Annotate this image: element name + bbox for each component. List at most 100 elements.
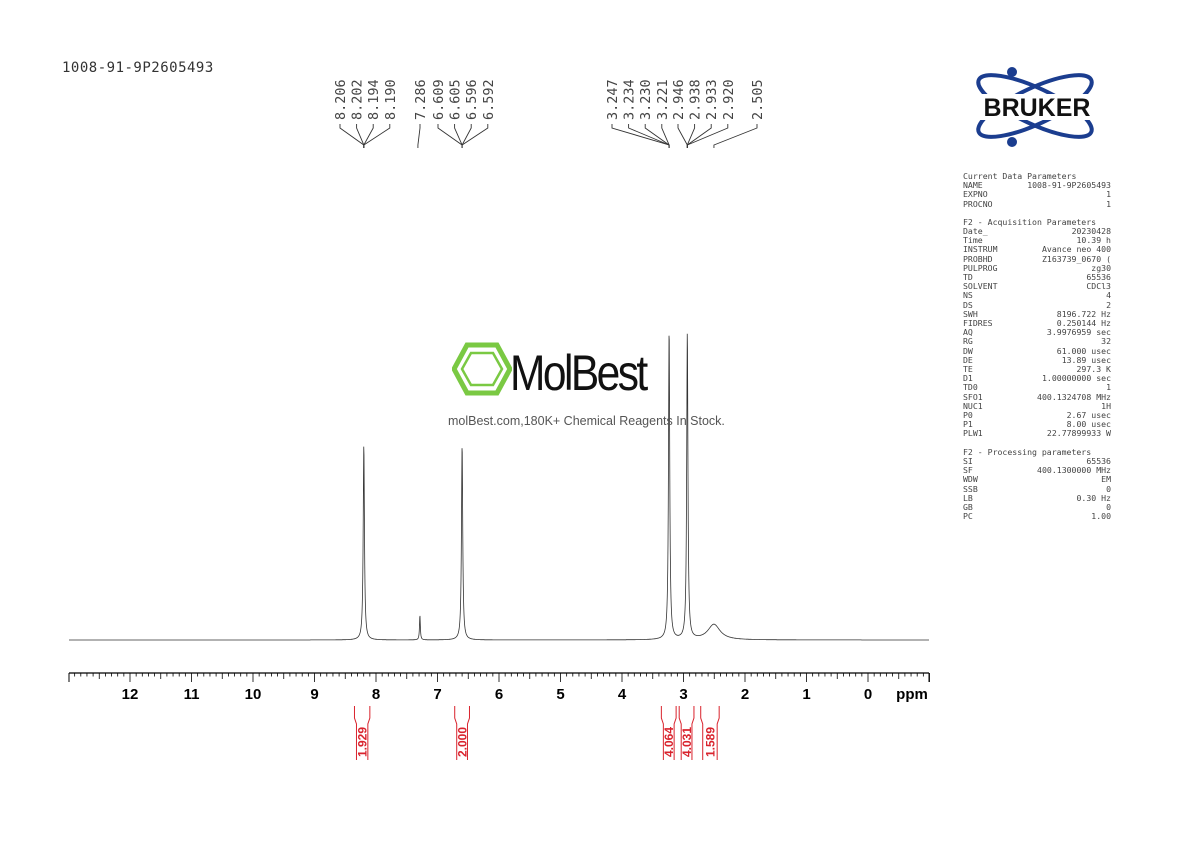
parameter-key: PROCNO xyxy=(963,198,993,209)
parameter-value: CDCl3 xyxy=(1086,281,1111,292)
x-tick-label: 2 xyxy=(741,686,749,703)
parameter-key: TD0 xyxy=(963,382,978,393)
peak-label-connector xyxy=(686,124,729,148)
parameter-value: 1 xyxy=(1106,189,1111,200)
integral-bracket xyxy=(660,706,664,760)
parameter-value: 2 xyxy=(1106,299,1111,310)
parameter-key: PULPROG xyxy=(963,262,998,273)
parameter-row: AQ 3.9976959 sec xyxy=(963,328,1111,337)
parameter-row: TD 65536 xyxy=(963,272,1111,283)
parameter-key: D1 xyxy=(963,373,973,384)
parameter-key: NUC1 xyxy=(963,400,983,411)
parameter-value: 1.00 xyxy=(1091,511,1111,522)
parameter-value: 22.77899933 W xyxy=(1046,428,1111,439)
parameter-key: SI xyxy=(963,455,973,466)
integral-bracket xyxy=(716,706,720,760)
parameter-key: SWH xyxy=(963,308,978,319)
peak-label-connector xyxy=(417,124,421,148)
parameter-row: SI 65536 xyxy=(963,455,1111,466)
parameter-row: GB 0 xyxy=(963,501,1111,512)
parameter-value: 13.89 usec xyxy=(1061,354,1111,365)
parameter-row: TD0 1 xyxy=(963,383,1111,392)
integral-bracket xyxy=(367,706,371,760)
parameter-value: 3.9976959 sec xyxy=(1046,327,1111,338)
parameter-key: NS xyxy=(963,290,973,301)
molbest-watermark: MolBest molBest.com,180K+ Chemical Reage… xyxy=(448,342,748,437)
parameter-value: 10.39 h xyxy=(1076,235,1111,246)
parameter-key: DW xyxy=(963,345,973,356)
peak-label-connector xyxy=(363,124,391,148)
peak-label: 3.234 xyxy=(622,79,638,120)
parameter-row: SOLVENT CDCl3 xyxy=(963,282,1111,291)
parameter-row: PROBHD Z163739_0670 ( xyxy=(963,253,1111,264)
parameter-key: WDW xyxy=(963,474,978,485)
parameter-value: 400.1324708 MHz xyxy=(1037,391,1111,402)
parameter-row: INSTRUM Avance neo 400 xyxy=(963,245,1111,254)
parameter-value: 4 xyxy=(1106,290,1111,301)
x-tick-label: 10 xyxy=(245,686,262,703)
parameter-key: DS xyxy=(963,299,973,310)
parameter-value: 297.3 K xyxy=(1076,364,1111,375)
integral-bracket xyxy=(691,706,695,760)
parameter-section-header: F2 - Processing parameters xyxy=(963,446,1092,457)
parameter-key: FIDRES xyxy=(963,318,993,329)
parameter-value: 1.00000000 sec xyxy=(1041,373,1111,384)
x-tick-label: 12 xyxy=(122,686,139,703)
peak-label: 2.505 xyxy=(750,79,766,120)
parameter-value: 1 xyxy=(1106,382,1111,393)
parameter-key: SSB xyxy=(963,483,978,494)
parameter-section-header: Current Data Parameters xyxy=(963,171,1077,181)
parameter-key: PC xyxy=(963,511,973,522)
parameter-row: EXPNO 1 xyxy=(963,190,1111,199)
x-tick-label: 1 xyxy=(802,686,810,703)
parameter-value: 65536 xyxy=(1086,455,1111,466)
integral-bracket xyxy=(454,706,458,760)
parameter-key: P0 xyxy=(963,410,973,421)
parameter-key: TD xyxy=(963,272,973,283)
parameter-row: DE 13.89 usec xyxy=(963,354,1111,365)
parameter-key: PROBHD xyxy=(963,253,993,264)
parameter-key: SFO1 xyxy=(963,391,983,402)
parameter-key: Time xyxy=(963,235,983,246)
parameter-value: zg30 xyxy=(1091,262,1111,273)
parameter-key: SF xyxy=(963,465,973,476)
spectrum-trace xyxy=(69,333,929,641)
parameter-row: D1 1.00000000 sec xyxy=(963,374,1111,383)
parameter-value: 65536 xyxy=(1086,272,1111,283)
peak-label-connector xyxy=(461,124,489,148)
bruker-logo-text: BRUKER xyxy=(984,94,1091,122)
parameter-key: PLW1 xyxy=(963,428,983,439)
bruker-logo: BRUKER xyxy=(955,67,1120,147)
peak-label: 6.605 xyxy=(448,79,464,120)
x-tick-label: 4 xyxy=(618,686,627,703)
peak-label: 8.194 xyxy=(366,79,382,120)
parameter-row: DS 2 xyxy=(963,299,1111,310)
parameter-key: SOLVENT xyxy=(963,281,998,292)
parameter-value: 8196.722 Hz xyxy=(1056,308,1111,319)
parameter-value: 61.000 usec xyxy=(1056,345,1111,356)
parameter-row: RG 32 xyxy=(963,337,1111,346)
integral-bracket xyxy=(466,706,470,760)
parameter-value: 20230428 xyxy=(1071,226,1111,237)
parameter-row: SF 400.1300000 MHz xyxy=(963,465,1111,476)
parameter-key: LB xyxy=(963,492,973,503)
peak-label: 2.933 xyxy=(704,79,720,120)
parameter-key: GB xyxy=(963,501,973,512)
integral-bracket xyxy=(353,706,357,760)
parameter-value: 0.250144 Hz xyxy=(1056,318,1111,329)
parameter-row: P1 8.00 usec xyxy=(963,420,1111,429)
parameter-row: NAME 1008-91-9P2605493 xyxy=(963,180,1111,190)
parameter-value: EM xyxy=(1101,474,1111,485)
peak-label: 2.938 xyxy=(688,79,704,120)
peak-label: 2.946 xyxy=(671,79,687,120)
integral-bracket xyxy=(700,706,704,760)
peak-label: 6.609 xyxy=(431,79,447,120)
benzene-logo-icon xyxy=(452,342,512,396)
parameter-section-header: F2 - Acquisition Parameters xyxy=(963,216,1097,227)
peak-label-connector xyxy=(713,124,758,148)
parameter-value: 0 xyxy=(1106,483,1111,494)
parameter-key: Date_ xyxy=(963,226,988,237)
parameter-value: Avance neo 400 xyxy=(1041,244,1111,255)
parameter-row: FIDRES 0.250144 Hz xyxy=(963,318,1111,329)
integral-value: 2.000 xyxy=(456,727,470,757)
